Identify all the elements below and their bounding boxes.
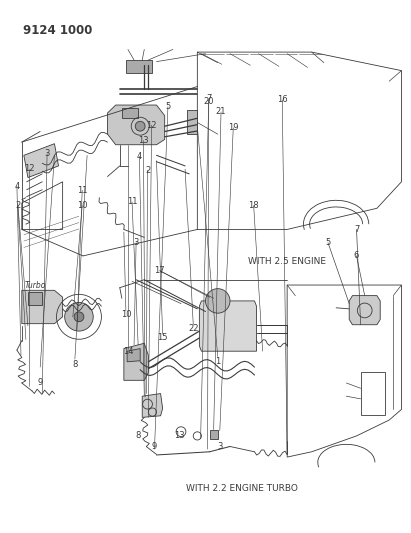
Polygon shape <box>124 343 148 381</box>
Polygon shape <box>199 301 256 351</box>
Text: 5: 5 <box>326 238 330 247</box>
Text: 3: 3 <box>44 149 50 158</box>
Polygon shape <box>22 290 62 324</box>
Polygon shape <box>24 144 58 177</box>
Text: 5: 5 <box>165 102 171 111</box>
Text: 9124 1000: 9124 1000 <box>23 23 92 37</box>
Text: 17: 17 <box>155 266 165 275</box>
Text: 12: 12 <box>24 164 35 173</box>
Text: Turbo: Turbo <box>24 280 46 289</box>
Text: 15: 15 <box>157 334 168 343</box>
Polygon shape <box>187 110 197 134</box>
Circle shape <box>74 312 84 322</box>
Circle shape <box>65 303 93 331</box>
Polygon shape <box>349 296 380 325</box>
Polygon shape <box>210 430 218 439</box>
Circle shape <box>135 122 145 131</box>
Polygon shape <box>142 393 163 417</box>
Text: 2: 2 <box>145 166 150 175</box>
Polygon shape <box>108 105 165 145</box>
Text: 13: 13 <box>174 431 184 440</box>
Text: 13: 13 <box>138 136 149 145</box>
Polygon shape <box>28 292 42 305</box>
Text: 7: 7 <box>354 225 359 234</box>
Text: 10: 10 <box>121 310 131 319</box>
Text: WITH 2.5 ENGINE: WITH 2.5 ENGINE <box>248 257 326 266</box>
Text: 20: 20 <box>203 97 214 106</box>
Text: 18: 18 <box>248 201 259 210</box>
Polygon shape <box>126 60 152 73</box>
Text: 12: 12 <box>146 120 157 130</box>
Text: 4: 4 <box>137 152 142 161</box>
Text: 16: 16 <box>277 95 288 104</box>
Text: 4: 4 <box>14 182 20 190</box>
Text: 9: 9 <box>37 378 43 387</box>
Text: 21: 21 <box>216 108 226 116</box>
Text: 6: 6 <box>354 252 359 261</box>
Text: 10: 10 <box>77 201 88 210</box>
Text: 19: 19 <box>228 123 238 132</box>
Text: 9: 9 <box>152 442 157 451</box>
Text: 22: 22 <box>188 325 199 334</box>
Text: 1: 1 <box>215 357 220 366</box>
Text: 3: 3 <box>134 238 139 247</box>
Text: 8: 8 <box>72 360 78 369</box>
Polygon shape <box>122 108 138 118</box>
Text: 2: 2 <box>15 201 20 210</box>
Text: 7: 7 <box>206 94 211 103</box>
Text: 11: 11 <box>127 197 137 206</box>
Text: WITH 2.2 ENGINE TURBO: WITH 2.2 ENGINE TURBO <box>186 484 298 494</box>
Text: 8: 8 <box>136 431 141 440</box>
Text: 14: 14 <box>123 346 133 356</box>
Circle shape <box>206 289 230 313</box>
Polygon shape <box>127 349 140 362</box>
Text: 11: 11 <box>77 186 88 195</box>
Text: 3: 3 <box>217 442 222 451</box>
